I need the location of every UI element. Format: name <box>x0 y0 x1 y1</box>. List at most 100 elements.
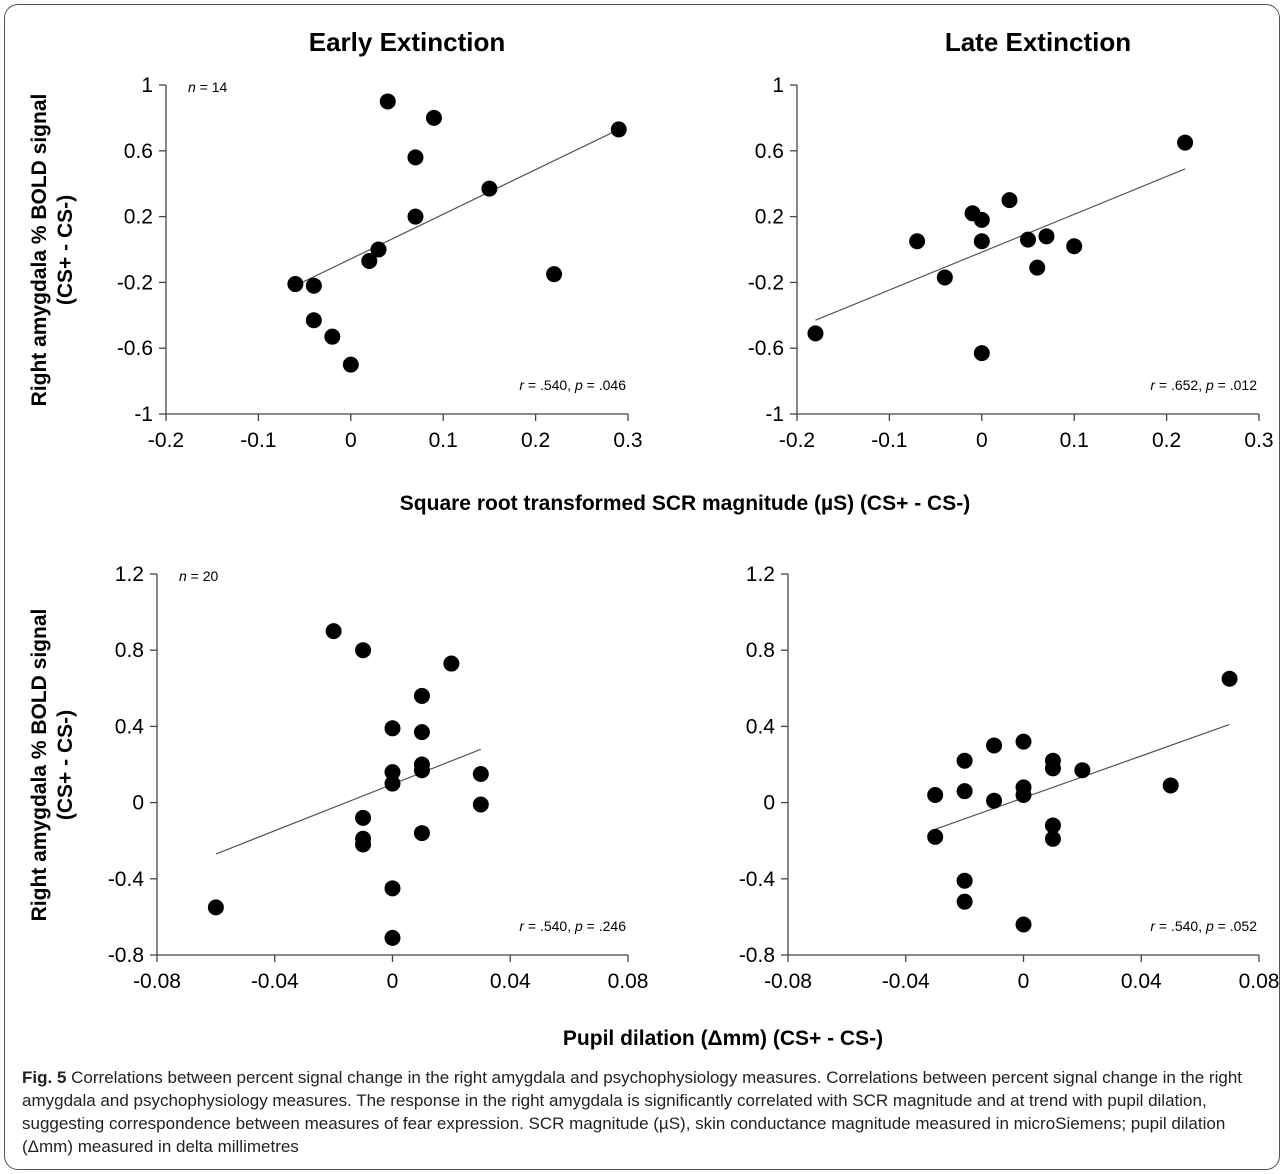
y-tick-label: -1 <box>134 403 153 426</box>
data-point <box>1074 762 1091 779</box>
y-tick-label: -0.8 <box>108 944 144 967</box>
data-point <box>379 93 396 110</box>
data-point <box>407 149 424 166</box>
y-tick-label: 0.8 <box>746 639 775 662</box>
data-point <box>355 836 372 853</box>
data-point <box>355 809 372 826</box>
data-point <box>1015 916 1032 933</box>
trend-line <box>215 748 482 855</box>
bottom-y-label-line2: (CS+ - CS-) <box>54 710 77 820</box>
top-y-label-line2: (CS+ - CS-) <box>54 195 77 305</box>
data-point <box>1020 231 1036 248</box>
y-tick-label: 1.2 <box>746 563 775 586</box>
x-tick-label: 0.1 <box>1060 429 1089 452</box>
panel-early-extinction-pupil: -0.8 -0.4 0 0.4 0.8 1.2 -0.08 -0.04 0 0.04 0.08 n =… <box>108 563 649 993</box>
data-point <box>472 766 489 783</box>
y-tick-label: -0.2 <box>748 271 784 294</box>
data-point <box>1177 134 1194 151</box>
data-point <box>973 345 990 362</box>
data-point <box>413 687 430 704</box>
stat-label: r = .540, p = .246 <box>519 918 626 934</box>
data-point <box>413 825 430 842</box>
panel-title: Early Extinction <box>309 27 506 57</box>
y-tick-label: 1.2 <box>115 563 144 586</box>
data-point <box>384 764 401 781</box>
data-point <box>384 880 401 897</box>
y-tick-label: -0.8 <box>739 944 775 967</box>
data-point <box>481 180 498 197</box>
data-point <box>1015 786 1032 803</box>
x-tick-label: -0.08 <box>764 970 812 993</box>
panel-early-extinction-scr: Early Extinction -1 -0.6 -0.2 0.2 0.6 1 -0.2 -0.… <box>117 27 643 452</box>
data-point <box>807 325 824 342</box>
data-point <box>956 752 973 769</box>
figure-svg: Right amygdala % BOLD signal (CS+ - CS-)… <box>28 27 1280 1050</box>
data-point <box>986 792 1003 809</box>
data-point <box>1044 817 1061 834</box>
data-point <box>1162 777 1179 794</box>
data-point <box>355 642 372 659</box>
x-tick-label: -0.2 <box>779 429 815 452</box>
x-tick-label: 0 <box>387 970 399 993</box>
x-tick-label: 0.04 <box>1121 970 1162 993</box>
y-tick-label: -0.4 <box>739 868 776 891</box>
x-tick-label: 0 <box>1018 970 1030 993</box>
figure-caption: Fig. 5 Correlations between percent sign… <box>22 1066 1266 1158</box>
y-tick-label: -1 <box>765 403 784 426</box>
data-point <box>956 893 973 910</box>
data-point <box>342 356 359 373</box>
y-tick-label: -0.4 <box>108 868 145 891</box>
data-point <box>1038 228 1055 245</box>
data-point <box>936 269 953 286</box>
data-point <box>413 724 430 741</box>
x-tick-label: -0.1 <box>240 429 276 452</box>
x-tick-label: 0.08 <box>608 970 649 993</box>
x-tick-label: -0.04 <box>882 970 930 993</box>
x-tick-label: 0 <box>345 429 357 452</box>
n-label: n = 20 <box>179 568 219 584</box>
data-point <box>546 266 563 283</box>
x-tick-label: 0.04 <box>490 970 531 993</box>
x-tick-label: 0.2 <box>521 429 550 452</box>
bottom-y-label-line1: Right amygdala % BOLD signal <box>28 609 51 922</box>
data-point <box>1015 733 1032 750</box>
data-point <box>325 623 342 640</box>
data-point <box>472 796 489 813</box>
x-tick-label: 0.2 <box>1152 429 1181 452</box>
figure-frame <box>4 4 1280 1170</box>
data-point <box>927 828 944 845</box>
data-point <box>384 929 401 946</box>
y-tick-label: -0.6 <box>748 337 784 360</box>
data-point <box>610 121 627 138</box>
y-tick-label: 0.4 <box>746 715 776 738</box>
x-tick-label: -0.04 <box>251 970 299 993</box>
data-point <box>909 233 926 250</box>
x-tick-label: 0.3 <box>613 429 642 452</box>
stat-label: r = .652, p = .012 <box>1150 377 1257 393</box>
x-tick-label: 0.1 <box>429 429 458 452</box>
stat-label: r = .540, p = .052 <box>1150 918 1257 934</box>
data-point <box>384 720 401 737</box>
n-label: n = 14 <box>188 79 228 95</box>
y-tick-label: 0 <box>132 792 144 815</box>
top-y-label-line1: Right amygdala % BOLD signal <box>28 94 51 407</box>
data-point <box>370 241 387 258</box>
data-point <box>927 786 944 803</box>
caption-label: Fig. 5 <box>22 1068 67 1087</box>
y-tick-label: 0.6 <box>755 140 784 163</box>
data-point <box>305 277 322 294</box>
data-point <box>956 783 973 800</box>
data-point <box>425 109 442 126</box>
data-point <box>1044 830 1061 847</box>
panel-late-extinction-pupil: -0.8 -0.4 0 0.4 0.8 1.2 -0.08 -0.04 0 0.04 0.08 r =… <box>739 563 1280 993</box>
trend-line <box>295 128 620 287</box>
y-tick-label: 0.8 <box>115 639 144 662</box>
x-tick-label: 0.3 <box>1244 429 1273 452</box>
data-point <box>986 737 1003 754</box>
y-tick-label: -0.6 <box>117 337 153 360</box>
data-point <box>207 899 224 916</box>
data-point <box>413 762 430 779</box>
data-point <box>1221 670 1238 687</box>
panel-late-extinction-scr: Late Extinction -1 -0.6 -0.2 0.2 0.6 1 -0.2 -0.1… <box>748 27 1274 452</box>
panel-title: Late Extinction <box>945 27 1131 57</box>
